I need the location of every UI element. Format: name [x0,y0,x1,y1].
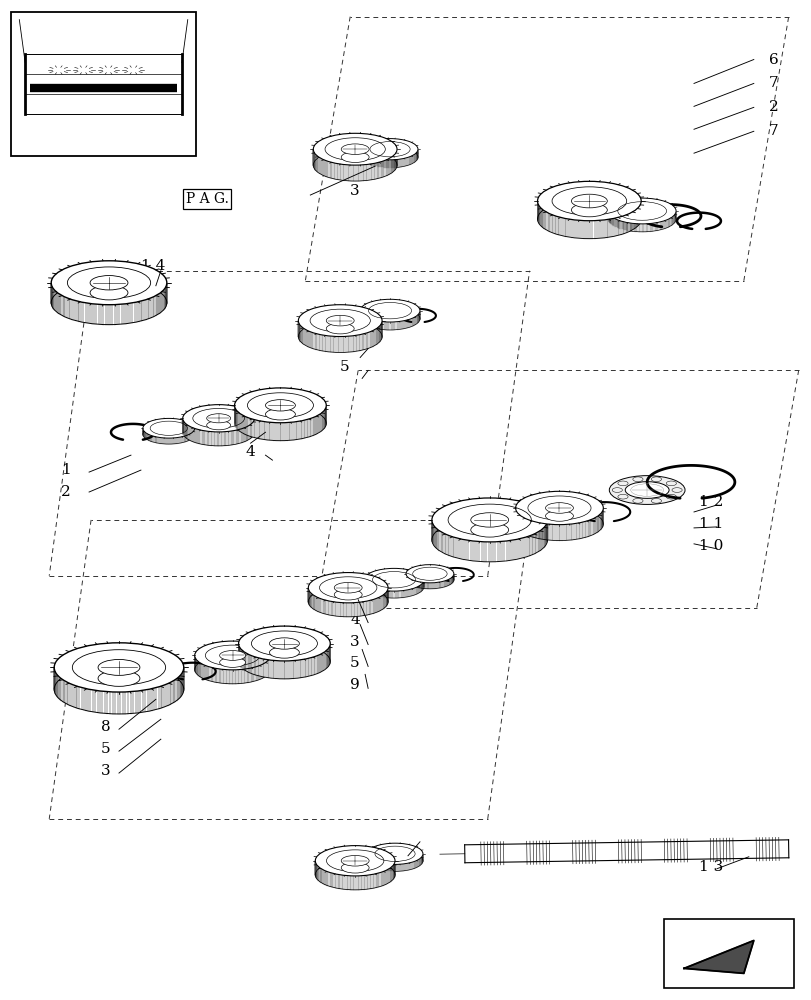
Ellipse shape [537,199,641,239]
Ellipse shape [341,144,369,155]
Ellipse shape [326,315,354,326]
Ellipse shape [607,206,676,232]
Ellipse shape [360,307,419,330]
Ellipse shape [406,571,453,589]
Ellipse shape [308,573,388,603]
Text: 5: 5 [350,656,359,670]
Ellipse shape [367,843,423,864]
Ellipse shape [234,406,326,441]
Text: 5: 5 [101,742,110,756]
Ellipse shape [571,194,607,208]
Ellipse shape [238,626,330,661]
Ellipse shape [54,665,183,714]
Ellipse shape [195,641,270,670]
Ellipse shape [51,261,166,305]
Ellipse shape [269,647,299,658]
Ellipse shape [608,476,684,504]
Ellipse shape [537,181,641,221]
Text: P A G.: P A G. [186,192,229,206]
Ellipse shape [219,658,245,667]
Ellipse shape [470,523,508,537]
Text: 3: 3 [350,635,359,649]
Ellipse shape [545,503,573,513]
Text: 5: 5 [340,360,350,374]
Ellipse shape [515,507,603,541]
Ellipse shape [315,846,394,876]
Ellipse shape [90,286,128,300]
Ellipse shape [182,405,254,432]
Ellipse shape [607,198,676,224]
Ellipse shape [182,419,254,446]
Text: 7: 7 [768,76,778,90]
Ellipse shape [431,518,547,562]
Text: 4: 4 [245,445,255,459]
Ellipse shape [313,133,397,165]
Ellipse shape [326,323,354,334]
Ellipse shape [315,860,394,890]
Polygon shape [683,940,753,973]
Ellipse shape [51,281,166,325]
Bar [11,12,195,156]
Ellipse shape [571,203,607,217]
Text: 1 1: 1 1 [698,517,723,531]
Text: 3: 3 [101,764,110,778]
Text: 9: 9 [350,678,359,692]
Ellipse shape [207,414,230,423]
Text: 3: 3 [245,423,255,437]
Ellipse shape [470,513,508,527]
Text: 1 4: 1 4 [388,847,412,861]
Ellipse shape [624,482,668,498]
Ellipse shape [363,575,423,598]
Ellipse shape [143,418,195,438]
Ellipse shape [54,643,183,692]
Ellipse shape [234,388,326,423]
Ellipse shape [238,644,330,679]
Ellipse shape [367,850,423,871]
Ellipse shape [269,638,299,649]
Ellipse shape [195,655,270,684]
Bar [663,919,792,988]
Text: 1 2: 1 2 [698,495,723,509]
Ellipse shape [265,409,295,420]
Ellipse shape [341,855,369,866]
Ellipse shape [207,421,230,430]
Ellipse shape [334,589,362,600]
Text: 7: 7 [768,124,778,138]
Ellipse shape [360,299,419,322]
Ellipse shape [98,659,139,675]
Ellipse shape [265,400,295,411]
Text: 4: 4 [350,613,359,627]
Ellipse shape [515,491,603,525]
Text: 2: 2 [768,100,778,114]
Ellipse shape [363,568,423,591]
Ellipse shape [334,582,362,593]
Text: 1 0: 1 0 [698,539,723,553]
Text: 3: 3 [350,184,359,198]
Ellipse shape [362,139,418,160]
Text: 1: 1 [61,463,71,477]
Ellipse shape [341,152,369,162]
Text: 1 3: 1 3 [698,860,723,874]
Text: 3: 3 [340,339,350,353]
Ellipse shape [308,587,388,617]
Ellipse shape [298,321,382,352]
Ellipse shape [545,511,573,521]
Ellipse shape [341,862,369,873]
Ellipse shape [219,651,245,660]
Ellipse shape [298,305,382,337]
Ellipse shape [362,147,418,168]
Text: 1 4: 1 4 [141,259,165,273]
Ellipse shape [90,276,128,290]
Text: 8: 8 [101,720,110,734]
Text: 2: 2 [61,485,71,499]
Ellipse shape [406,565,453,583]
Text: 6: 6 [768,53,778,67]
Ellipse shape [431,498,547,542]
Ellipse shape [98,670,139,686]
Ellipse shape [313,149,397,181]
Ellipse shape [143,424,195,444]
Bar [25,54,182,114]
